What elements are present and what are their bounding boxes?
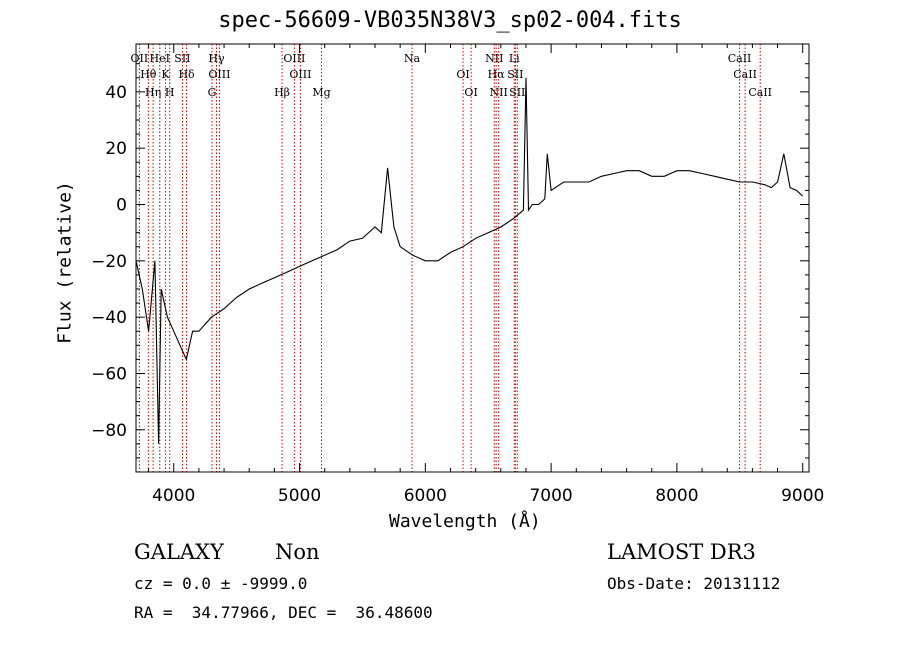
marker-label: SII bbox=[507, 68, 523, 81]
class-label: GALAXY bbox=[134, 540, 224, 564]
survey-label: LAMOST DR3 bbox=[607, 540, 756, 564]
plot-frame bbox=[135, 43, 810, 473]
subclass-label: Non bbox=[275, 540, 320, 564]
marker-label: SII bbox=[174, 52, 190, 65]
spectrum-line bbox=[135, 77, 804, 444]
chart-title: spec-56609-VB035N38V3_sp02-004.fits bbox=[218, 8, 682, 33]
marker-label: CaII bbox=[733, 68, 757, 81]
marker-label: OIII bbox=[289, 68, 311, 81]
x-axis-label: Wavelength (Å) bbox=[389, 511, 541, 532]
marker-label: Hβ bbox=[274, 86, 290, 99]
marker-label: Na bbox=[404, 52, 421, 65]
x-tick-label: 8000 bbox=[655, 486, 698, 506]
y-tick-label: 40 bbox=[105, 83, 127, 103]
marker-label: OI bbox=[456, 68, 469, 81]
marker-label: CaII bbox=[748, 86, 772, 99]
y-tick-label: −20 bbox=[91, 252, 127, 272]
marker-label: Hγ bbox=[208, 52, 225, 65]
marker-label: HeI bbox=[150, 52, 170, 65]
y-tick-label: 0 bbox=[116, 196, 127, 216]
marker-label: OIII bbox=[283, 52, 305, 65]
y-axis-label: Flux (relative) bbox=[54, 181, 76, 344]
marker-label: G bbox=[208, 86, 217, 99]
marker-label: H bbox=[165, 86, 175, 99]
y-tick-label: −40 bbox=[91, 308, 127, 328]
cz-value: cz = 0.0 ± -9999.0 bbox=[134, 574, 308, 593]
marker-label: K bbox=[161, 68, 170, 81]
obs-date: Obs-Date: 20131112 bbox=[607, 574, 781, 593]
marker-label: OI bbox=[464, 86, 477, 99]
marker-labels: OIIHθHηHeIKHSIIHδGHγOIIIHβOIIIOIIIMgNaOI… bbox=[131, 52, 772, 99]
marker-label: SII bbox=[509, 86, 525, 99]
marker-label: Hα bbox=[488, 68, 506, 81]
y-tick-label: −80 bbox=[91, 421, 127, 441]
ra-dec-value: RA = 34.77966, DEC = 36.48600 bbox=[134, 603, 433, 622]
y-tick-label: −60 bbox=[91, 364, 127, 384]
x-tick-label: 4000 bbox=[152, 486, 195, 506]
marker-label: NII bbox=[490, 86, 508, 99]
x-tick-label: 7000 bbox=[529, 486, 572, 506]
y-axis: 40 20 0 −20 −40 −60 −80 bbox=[91, 63, 809, 459]
marker-lines bbox=[138, 44, 761, 472]
x-tick-label: 9000 bbox=[781, 486, 824, 506]
x-axis: 4000 5000 6000 7000 8000 9000 bbox=[148, 44, 824, 506]
marker-label: Hη bbox=[145, 86, 161, 99]
marker-label: Li bbox=[509, 52, 520, 65]
marker-label: Mg bbox=[312, 86, 330, 99]
y-tick-label: 20 bbox=[105, 139, 127, 159]
x-tick-label: 5000 bbox=[278, 486, 321, 506]
marker-label: Hδ bbox=[178, 68, 195, 81]
marker-label: CaII bbox=[728, 52, 752, 65]
marker-label: OII bbox=[131, 52, 149, 65]
marker-label: Hθ bbox=[140, 68, 157, 81]
marker-label: OIII bbox=[208, 68, 230, 81]
marker-label: NII bbox=[485, 52, 503, 65]
x-tick-label: 6000 bbox=[404, 486, 447, 506]
